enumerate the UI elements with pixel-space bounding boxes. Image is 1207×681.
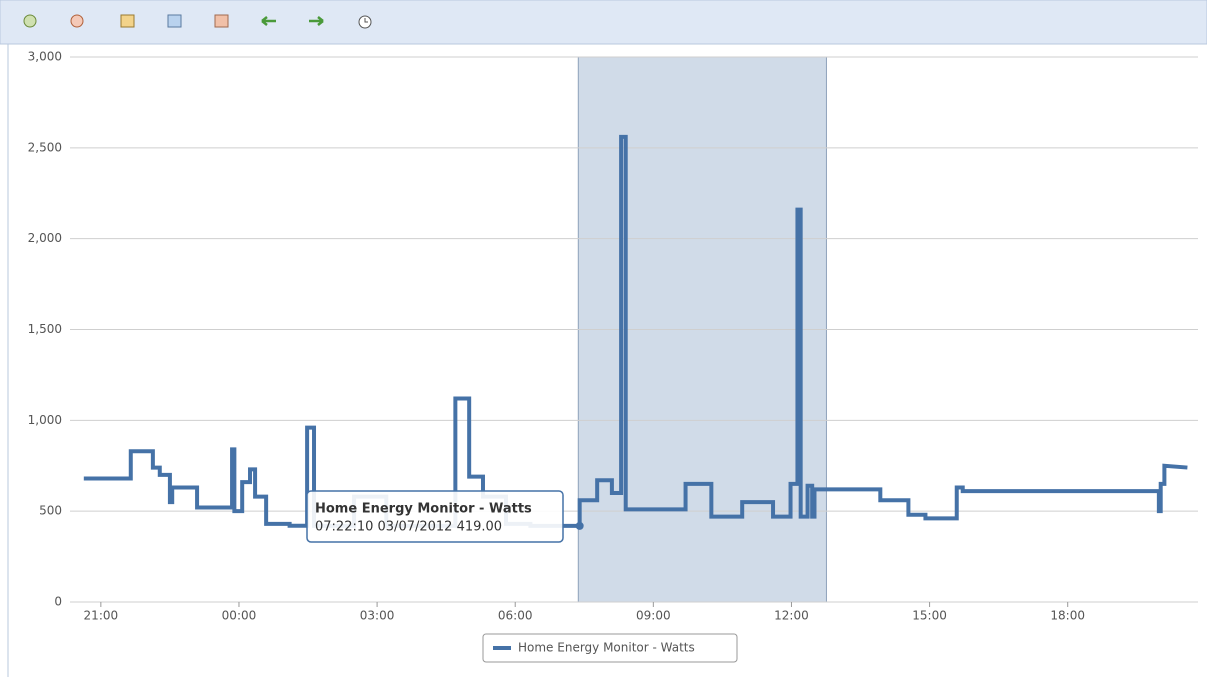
plot: 0 500 1,000 1,500 2,000 2,500 3,000 21:00 00:00 0…: [28, 50, 1198, 663]
legend-label: Home Energy Monitor - Watts: [518, 641, 695, 655]
x-tick-label: 21:00: [84, 609, 119, 623]
x-tick-label: 18:00: [1050, 609, 1085, 623]
y-tick-label: 3,000: [28, 50, 62, 64]
toolbar: [0, 0, 1207, 45]
series-line: [83, 134, 1188, 528]
x-tick-label: 15:00: [912, 609, 947, 623]
tooltip-text: 07:22:10 03/07/2012 419.00: [315, 520, 502, 535]
x-tick-label: 03:00: [360, 609, 395, 623]
zoom-out[interactable]: [70, 14, 84, 28]
y-tick-label: 500: [39, 504, 62, 518]
tooltip-box: [306, 490, 564, 543]
back[interactable]: [261, 16, 276, 26]
x-tick-label: 09:00: [636, 609, 671, 623]
tooltip: Home Energy Monitor - Watts 07:22:10 03/0…: [306, 490, 564, 543]
view-2[interactable]: [167, 14, 182, 28]
y-tick-label: 0: [54, 595, 62, 609]
history-hand: [364, 18, 368, 23]
y-tick-label: 2,500: [28, 140, 62, 154]
hover-point: [575, 521, 584, 530]
y-tick-label: 1,000: [28, 413, 62, 427]
forward[interactable]: [309, 16, 324, 26]
x-tick-label: 00:00: [222, 609, 257, 623]
zoom-in[interactable]: [23, 14, 37, 28]
toolbar-icons: [23, 14, 372, 29]
x-tick-label: 06:00: [498, 609, 533, 623]
tooltip-title: Home Energy Monitor - Watts: [315, 502, 532, 517]
view-1[interactable]: [120, 14, 135, 28]
view-3[interactable]: [214, 14, 229, 28]
x-tick-label: 12:00: [774, 609, 809, 623]
legend-box: [482, 633, 738, 663]
y-tick-label: 1,500: [28, 322, 62, 336]
y-tick-label: 2,000: [28, 231, 62, 245]
